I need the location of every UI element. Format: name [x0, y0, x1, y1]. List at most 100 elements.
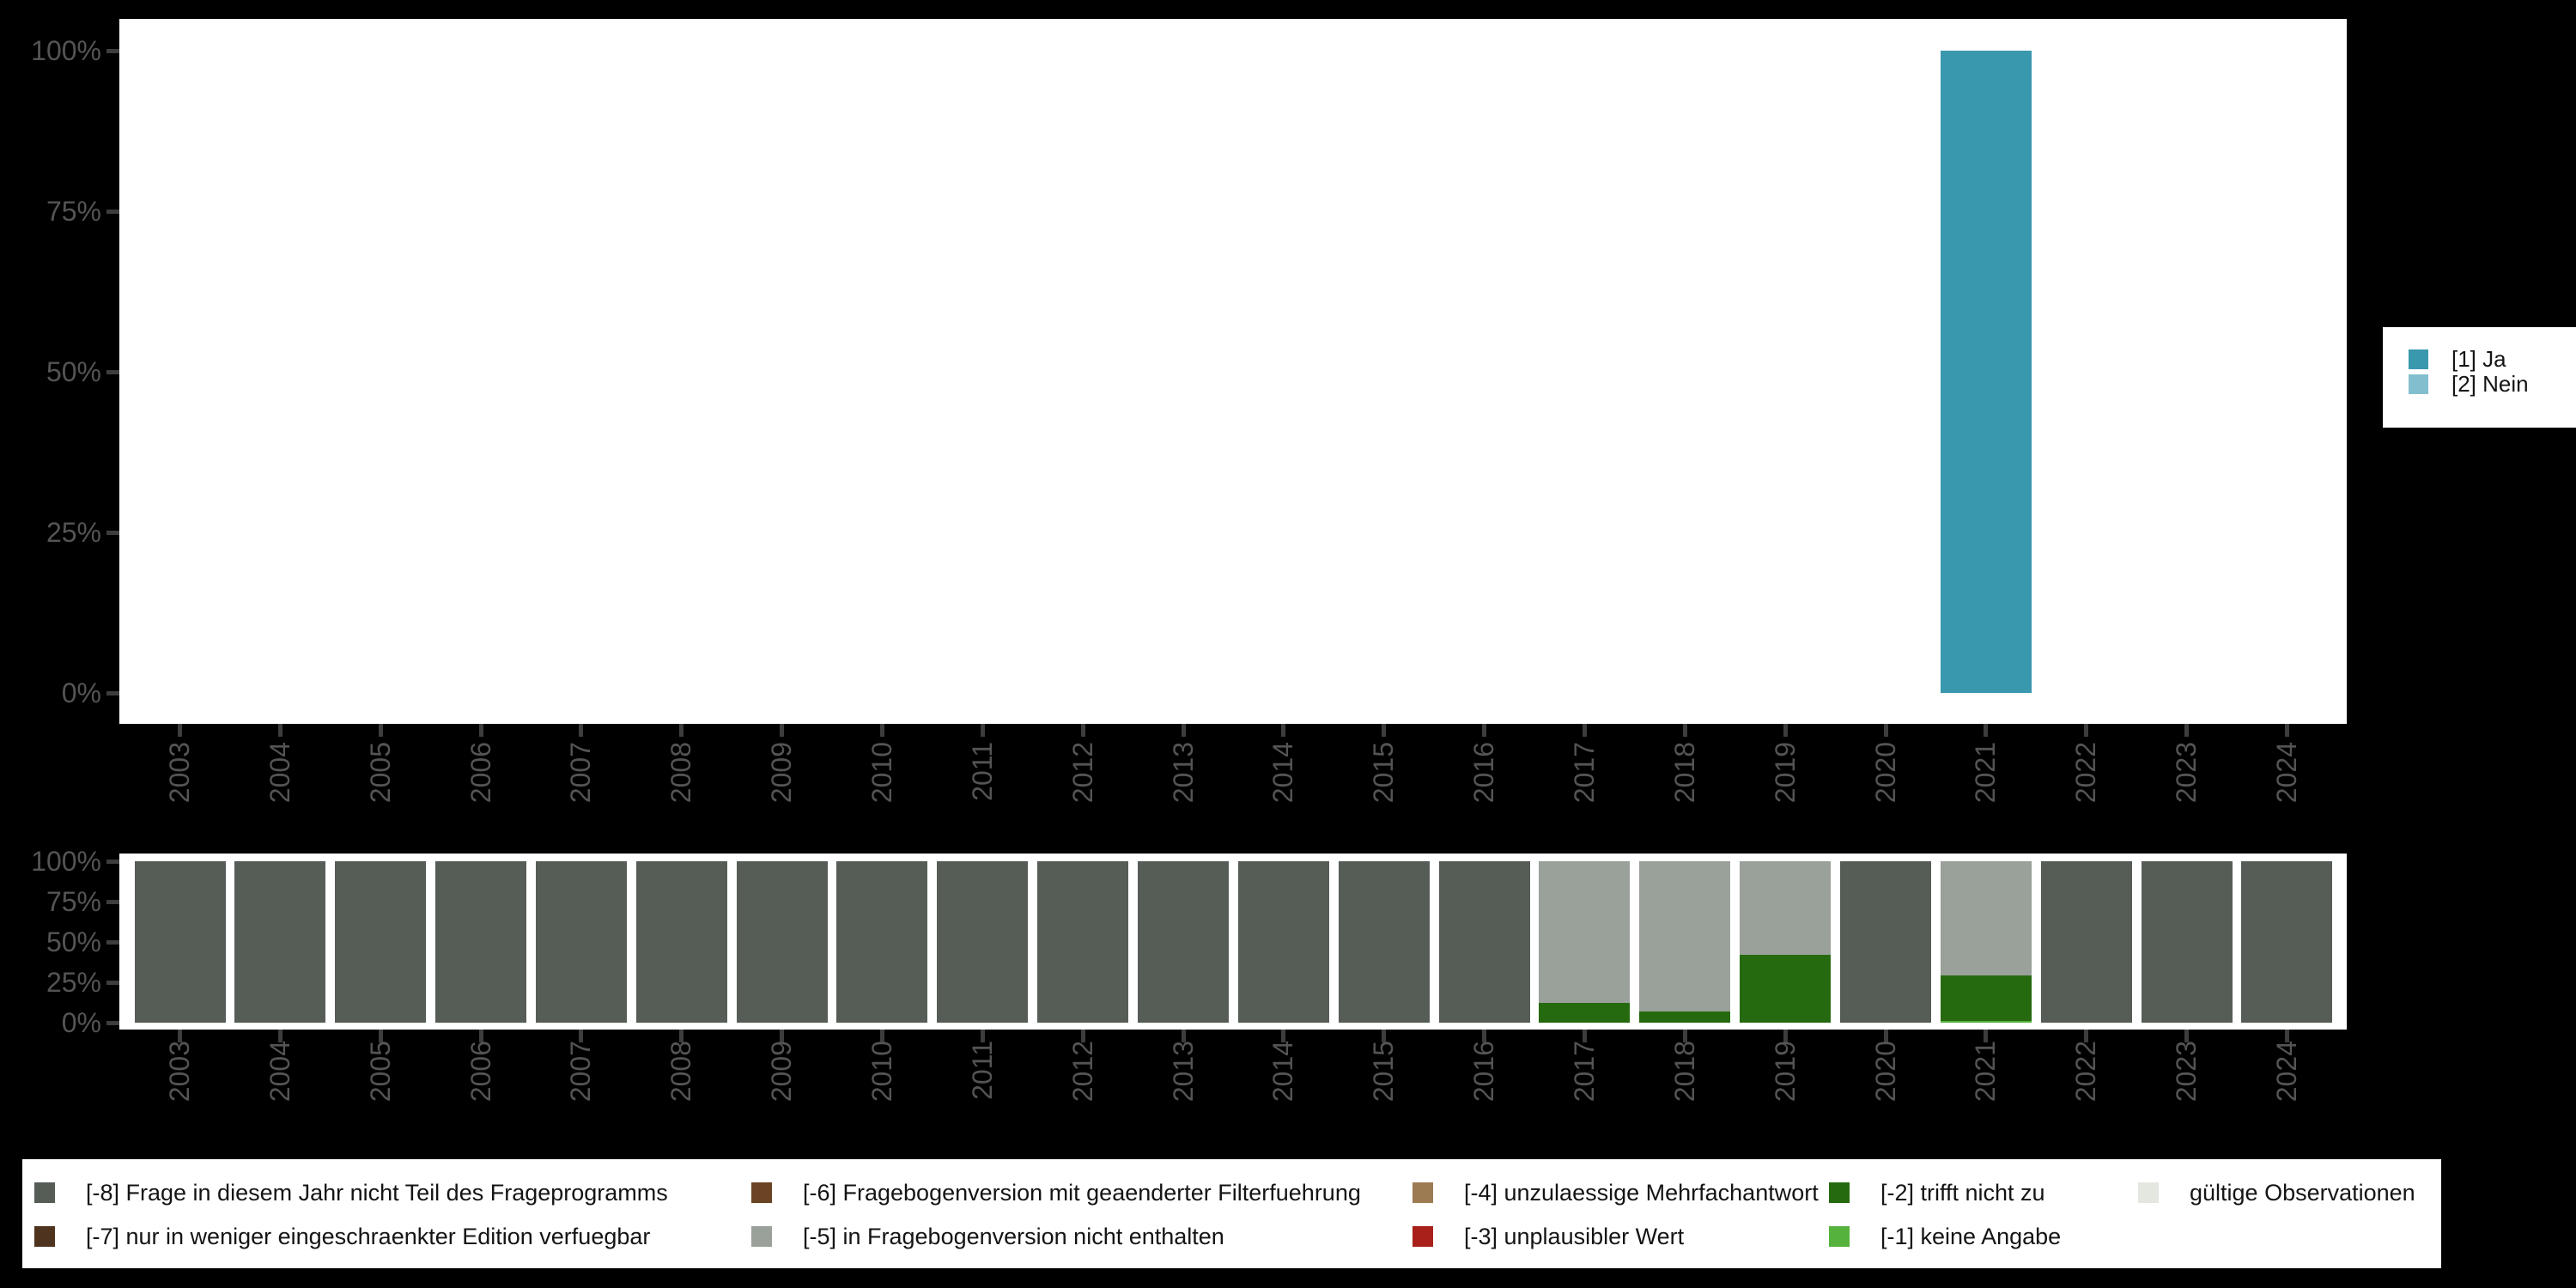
top-chart-x-tick-label: 2004: [264, 742, 295, 804]
top-chart-y-tick: [106, 210, 119, 214]
bottom-chart-x-tick: [780, 1030, 785, 1042]
top-chart-y-tick-label: 50%: [46, 356, 101, 387]
top-chart-x-tick-label: 2011: [966, 742, 998, 801]
missing-legend-label--2: [-2] trifft nicht zu: [1880, 1180, 2045, 1206]
bottom-chart-bar-2018-segment--5: [1639, 861, 1731, 1012]
top-chart-x-tick-label: 2018: [1668, 742, 1700, 804]
top-chart-x-tick-label: 2006: [465, 742, 496, 804]
bottom-chart-x-tick-label: 2010: [866, 1041, 897, 1103]
legend-label-2: [2] Nein: [2451, 371, 2529, 397]
bottom-chart-y-tick: [106, 1021, 119, 1025]
bottom-chart-x-tick-label: 2023: [2171, 1041, 2202, 1103]
missing-legend-swatch--7: [34, 1226, 55, 1247]
bottom-chart-bar-2009-segment--8: [736, 861, 828, 1023]
bottom-chart-x-tick-label: 2022: [2070, 1041, 2102, 1103]
bottom-chart-x-tick: [579, 1030, 584, 1042]
bottom-chart-x-tick: [679, 1030, 684, 1042]
missing-legend-label--6: [-6] Fragebogenversion mit geaenderter F…: [803, 1180, 1361, 1206]
top-chart-x-tick-label: 2008: [665, 742, 697, 804]
bottom-chart-x-tick: [1682, 1030, 1687, 1042]
top-chart-x-tick: [980, 724, 985, 737]
top-chart-bar-2021-segment: [1940, 51, 2032, 693]
missing-legend-label--7: [-7] nur in weniger eingeschraenkter Edi…: [86, 1224, 651, 1249]
top-chart-x-tick: [2084, 724, 2089, 737]
bottom-chart-y-tick: [106, 940, 119, 945]
bottom-chart-bar-2015-segment--8: [1338, 861, 1430, 1023]
bottom-chart-y-tick: [106, 860, 119, 864]
bottom-chart-x-tick-label: 2007: [565, 1041, 597, 1103]
top-chart-y-tick-label: 75%: [46, 196, 101, 227]
top-chart-x-tick: [879, 724, 884, 737]
missing-legend-swatch--6: [751, 1182, 772, 1203]
bottom-chart-bar-2017-segment--2: [1539, 1003, 1631, 1023]
bottom-chart-bar-2019-segment--5: [1740, 861, 1832, 956]
bottom-chart-x-tick: [2284, 1030, 2289, 1042]
bottom-chart-x-tick: [1080, 1030, 1085, 1042]
missing-legend-label--1: [-1] keine Angabe: [1880, 1224, 2062, 1249]
bottom-chart-bar-2004-segment--8: [234, 861, 326, 1023]
missing-legend-label-valid: gültige Observationen: [2190, 1180, 2415, 1206]
bottom-chart-x-tick: [1482, 1030, 1487, 1042]
bottom-chart-x-tick-label: 2013: [1167, 1041, 1199, 1103]
top-chart-x-tick: [1181, 724, 1186, 737]
bottom-chart-bar-2007-segment--8: [535, 861, 627, 1023]
bottom-chart-y-tick: [106, 981, 119, 985]
top-chart-x-tick-label: 2016: [1468, 742, 1500, 804]
bottom-chart-x-tick: [879, 1030, 884, 1042]
missing-legend-swatch-valid: [2138, 1182, 2159, 1203]
top-chart-x-tick-label: 2019: [1769, 742, 1801, 804]
bottom-chart-x-tick: [277, 1030, 283, 1042]
bottom-chart-bar-2019-segment--2: [1740, 955, 1832, 1023]
bottom-chart-y-tick: [106, 900, 119, 904]
top-chart-x-tick: [1682, 724, 1687, 737]
missing-legend-label--4: [-4] unzulaessige Mehrfachantwort: [1464, 1180, 1819, 1206]
top-chart-x-tick: [780, 724, 785, 737]
bottom-chart-bar-2003-segment--8: [134, 861, 226, 1023]
top-chart-y-tick: [106, 531, 119, 535]
bottom-chart-bar-2014-segment--8: [1237, 861, 1329, 1023]
top-chart-x-tick: [2184, 724, 2190, 737]
top-chart-x-tick: [478, 724, 483, 737]
missing-legend-label--8: [-8] Frage in diesem Jahr nicht Teil des…: [86, 1180, 668, 1206]
bottom-chart-x-tick-label: 2020: [1869, 1041, 1901, 1103]
top-chart-x-tick-label: 2009: [766, 742, 798, 804]
bottom-chart-bar-2020-segment--8: [1840, 861, 1932, 1023]
bottom-chart-x-tick: [478, 1030, 483, 1042]
bottom-chart-bar-2018-segment--2: [1639, 1011, 1731, 1023]
bottom-chart-x-tick: [980, 1030, 985, 1042]
top-chart-x-tick-label: 2013: [1167, 742, 1199, 804]
bottom-chart-y-tick-label: 50%: [46, 927, 101, 957]
bottom-chart-x-tick-label: 2004: [264, 1041, 295, 1103]
top-chart-y-tick-label: 0%: [61, 677, 101, 708]
legend-swatch-2: [2409, 374, 2428, 394]
bottom-chart-y-tick-label: 25%: [46, 967, 101, 998]
missing-codes-legend: [-8] Frage in diesem Jahr nicht Teil des…: [22, 1159, 2441, 1268]
bottom-chart-x-tick: [2084, 1030, 2089, 1042]
bottom-chart-bar-2021-segment--1: [1940, 1021, 2032, 1023]
top-chart-y-tick: [106, 49, 119, 53]
bottom-chart-x-tick: [1281, 1030, 1286, 1042]
bottom-chart-x-tick-label: 2018: [1668, 1041, 1700, 1103]
missing-legend-swatch--1: [1829, 1226, 1850, 1247]
top-chart-x-tick: [1482, 724, 1487, 737]
top-chart-x-tick-label: 2023: [2171, 742, 2202, 804]
top-chart-x-tick-label: 2007: [565, 742, 597, 804]
top-chart-x-tick: [1783, 724, 1788, 737]
bottom-chart-x-tick-label: 2014: [1267, 1041, 1299, 1103]
bottom-chart-bar-2021-segment--5: [1940, 861, 2032, 976]
bottom-chart-x-tick-label: 2024: [2270, 1041, 2302, 1103]
missing-legend-label--3: [-3] unplausibler Wert: [1464, 1224, 1685, 1249]
bottom-chart-y-tick-label: 100%: [31, 846, 101, 877]
top-chart-x-tick-label: 2020: [1869, 742, 1901, 804]
top-chart-x-tick: [679, 724, 684, 737]
bottom-chart-x-tick-label: 2015: [1368, 1041, 1400, 1103]
bottom-chart-bar-2016-segment--8: [1438, 861, 1530, 1023]
bottom-chart-bar-2023-segment--8: [2141, 861, 2233, 1023]
bottom-chart-bar-2022-segment--8: [2040, 861, 2132, 1023]
bottom-chart-x-tick: [1582, 1030, 1587, 1042]
legend-label-1: [1] Ja: [2451, 346, 2506, 372]
bottom-chart-bar-2013-segment--8: [1138, 861, 1230, 1023]
bottom-chart-bar-2005-segment--8: [335, 861, 427, 1023]
missing-legend-swatch--2: [1829, 1182, 1850, 1203]
